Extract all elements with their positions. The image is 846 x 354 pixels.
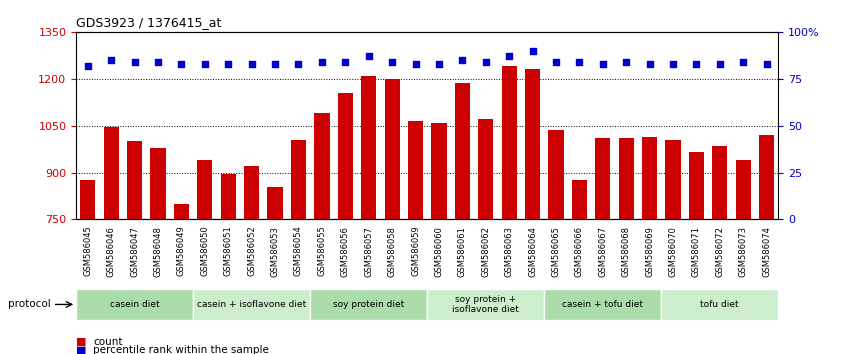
Bar [267,187,283,219]
Bar [548,130,563,219]
Bar [174,204,189,219]
Bar [244,166,259,219]
Point [432,61,446,67]
Point [362,53,376,59]
Text: percentile rank within the sample: percentile rank within the sample [93,346,269,354]
Bar [104,127,118,219]
Bar [662,289,778,320]
Point [713,61,727,67]
Bar [151,148,166,219]
Bar [666,140,680,219]
Point [503,53,516,59]
Point [222,61,235,67]
Point [104,57,118,63]
Bar [431,122,447,219]
Text: GDS3923 / 1376415_at: GDS3923 / 1376415_at [76,16,222,29]
Point [245,61,259,67]
Point [760,61,773,67]
Point [479,59,492,65]
Point [409,61,422,67]
Text: casein + tofu diet: casein + tofu diet [563,300,643,309]
Point [526,48,540,53]
Text: protocol: protocol [8,299,52,309]
Point [174,61,188,67]
Text: casein diet: casein diet [110,300,159,309]
Point [455,57,469,63]
Bar [427,289,544,320]
Text: ■: ■ [76,346,86,354]
Bar [291,140,306,219]
Text: ■: ■ [76,337,86,347]
Bar [361,76,376,219]
Bar [525,69,540,219]
Text: soy protein diet: soy protein diet [333,300,404,309]
Bar [385,79,399,219]
Bar [80,181,96,219]
Text: tofu diet: tofu diet [700,300,739,309]
Bar [197,160,212,219]
Bar [736,160,750,219]
Bar [759,135,774,219]
Point [666,61,679,67]
Point [573,59,586,65]
Text: count: count [93,337,123,347]
Bar [572,181,587,219]
Point [338,59,352,65]
Point [386,59,399,65]
Bar [478,119,493,219]
Bar [315,113,329,219]
Bar [618,138,634,219]
Point [151,59,165,65]
Bar [76,289,193,320]
Point [268,61,282,67]
Bar [193,289,310,320]
Bar [596,138,610,219]
Point [292,61,305,67]
Bar [127,141,142,219]
Bar [689,152,704,219]
Point [549,59,563,65]
Point [81,63,95,68]
Point [596,61,609,67]
Point [128,59,141,65]
Point [198,61,212,67]
Bar [712,146,728,219]
Bar [502,66,517,219]
Bar [544,289,662,320]
Point [619,59,633,65]
Bar [455,84,470,219]
Bar [310,289,427,320]
Bar [408,121,423,219]
Point [315,59,328,65]
Text: casein + isoflavone diet: casein + isoflavone diet [197,300,306,309]
Bar [338,93,353,219]
Text: soy protein +
isoflavone diet: soy protein + isoflavone diet [453,295,519,314]
Bar [221,174,236,219]
Bar [642,137,657,219]
Point [736,59,750,65]
Point [689,61,703,67]
Point [643,61,656,67]
